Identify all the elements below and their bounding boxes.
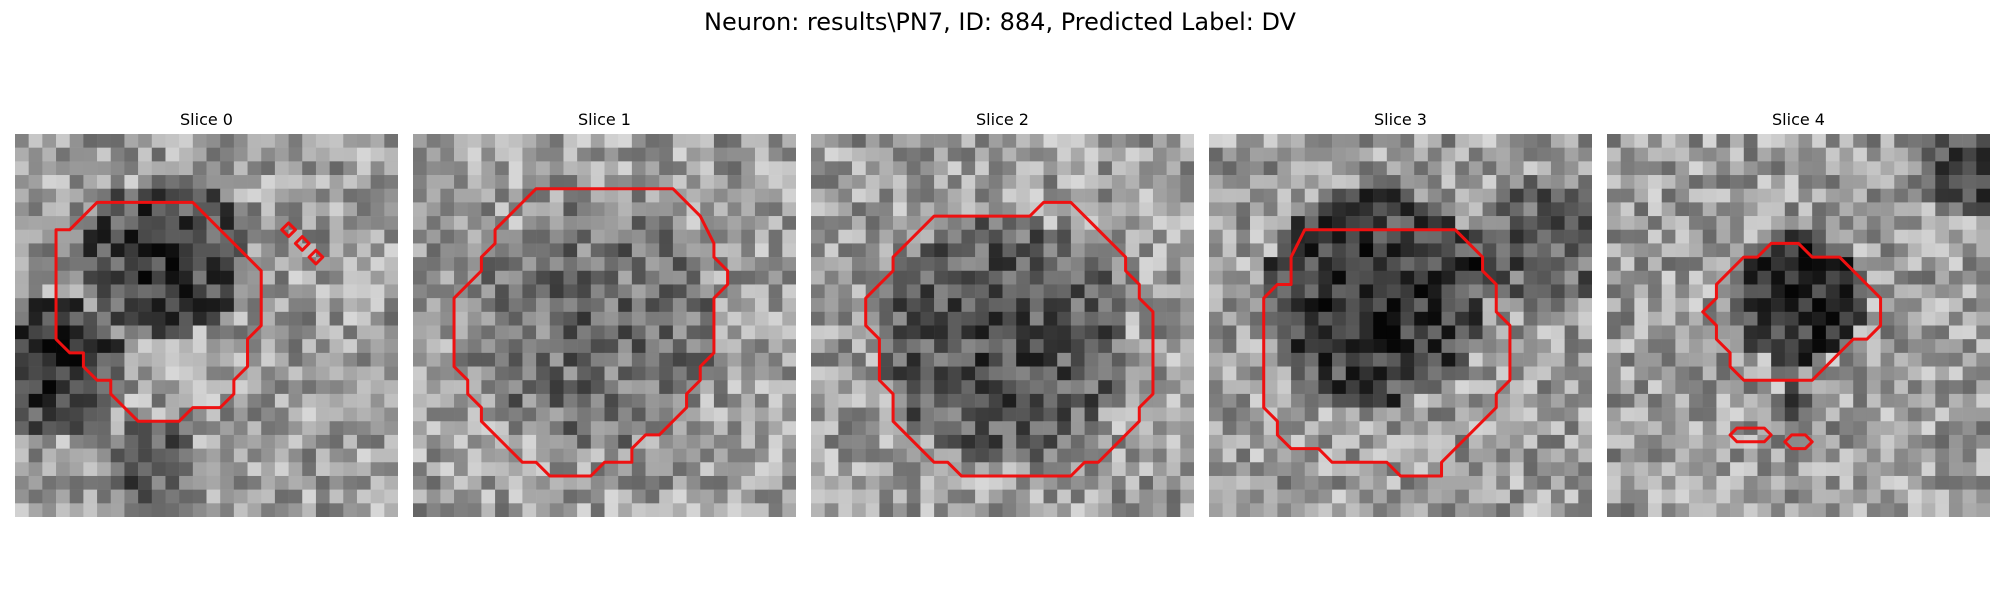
segmentation-contour	[1783, 433, 1814, 451]
segmentation-contour	[1701, 241, 1883, 382]
slice-title: Slice 0	[180, 110, 233, 129]
segmentation-contour	[280, 221, 297, 239]
segmentation-contour	[1728, 426, 1773, 444]
slice-image	[15, 134, 398, 517]
slice-title: Slice 1	[578, 110, 631, 129]
slice-title: Slice 4	[1772, 110, 1825, 129]
segmentation-contour	[307, 248, 325, 266]
segmentation-contour	[452, 187, 730, 478]
segmentation-contour	[1262, 228, 1512, 478]
slice-title: Slice 3	[1374, 110, 1427, 129]
slice-image	[811, 134, 1194, 517]
segmentation-contour	[54, 200, 263, 423]
slice-image	[1607, 134, 1990, 517]
segmentation-contour	[864, 200, 1155, 478]
segmentation-contour	[293, 235, 311, 252]
figure-title: Neuron: results\PN7, ID: 884, Predicted …	[704, 8, 1296, 36]
slice-image	[1209, 134, 1592, 517]
slice-image	[413, 134, 796, 517]
slice-title: Slice 2	[976, 110, 1029, 129]
